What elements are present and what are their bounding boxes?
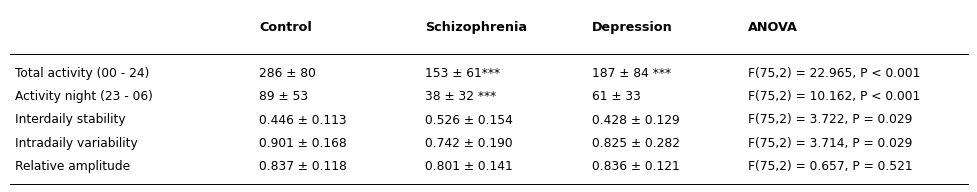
- Text: Interdaily stability: Interdaily stability: [15, 113, 125, 127]
- Text: 0.526 ± 0.154: 0.526 ± 0.154: [425, 113, 513, 127]
- Text: 0.836 ± 0.121: 0.836 ± 0.121: [591, 160, 679, 173]
- Text: Depression: Depression: [591, 21, 672, 34]
- Text: 286 ± 80: 286 ± 80: [259, 67, 316, 80]
- Text: Activity night (23 - 06): Activity night (23 - 06): [15, 90, 152, 103]
- Text: F(75,2) = 10.162, P < 0.001: F(75,2) = 10.162, P < 0.001: [747, 90, 919, 103]
- Text: 0.446 ± 0.113: 0.446 ± 0.113: [259, 113, 347, 127]
- Text: ANOVA: ANOVA: [747, 21, 797, 34]
- Text: F(75,2) = 22.965, P < 0.001: F(75,2) = 22.965, P < 0.001: [747, 67, 919, 80]
- Text: 61 ± 33: 61 ± 33: [591, 90, 640, 103]
- Text: 0.801 ± 0.141: 0.801 ± 0.141: [425, 160, 513, 173]
- Text: 0.837 ± 0.118: 0.837 ± 0.118: [259, 160, 347, 173]
- Text: 153 ± 61***: 153 ± 61***: [425, 67, 500, 80]
- Text: Relative amplitude: Relative amplitude: [15, 160, 130, 173]
- Text: F(75,2) = 0.657, P = 0.521: F(75,2) = 0.657, P = 0.521: [747, 160, 912, 173]
- Text: 187 ± 84 ***: 187 ± 84 ***: [591, 67, 670, 80]
- Text: 0.428 ± 0.129: 0.428 ± 0.129: [591, 113, 679, 127]
- Text: Total activity (00 - 24): Total activity (00 - 24): [15, 67, 149, 80]
- Text: 0.825 ± 0.282: 0.825 ± 0.282: [591, 137, 679, 150]
- Text: Intradaily variability: Intradaily variability: [15, 137, 138, 150]
- Text: Control: Control: [259, 21, 312, 34]
- Text: 38 ± 32 ***: 38 ± 32 ***: [425, 90, 496, 103]
- Text: 0.901 ± 0.168: 0.901 ± 0.168: [259, 137, 347, 150]
- Text: Schizophrenia: Schizophrenia: [425, 21, 527, 34]
- Text: F(75,2) = 3.722, P = 0.029: F(75,2) = 3.722, P = 0.029: [747, 113, 912, 127]
- Text: 0.742 ± 0.190: 0.742 ± 0.190: [425, 137, 513, 150]
- Text: F(75,2) = 3.714, P = 0.029: F(75,2) = 3.714, P = 0.029: [747, 137, 912, 150]
- Text: 89 ± 53: 89 ± 53: [259, 90, 308, 103]
